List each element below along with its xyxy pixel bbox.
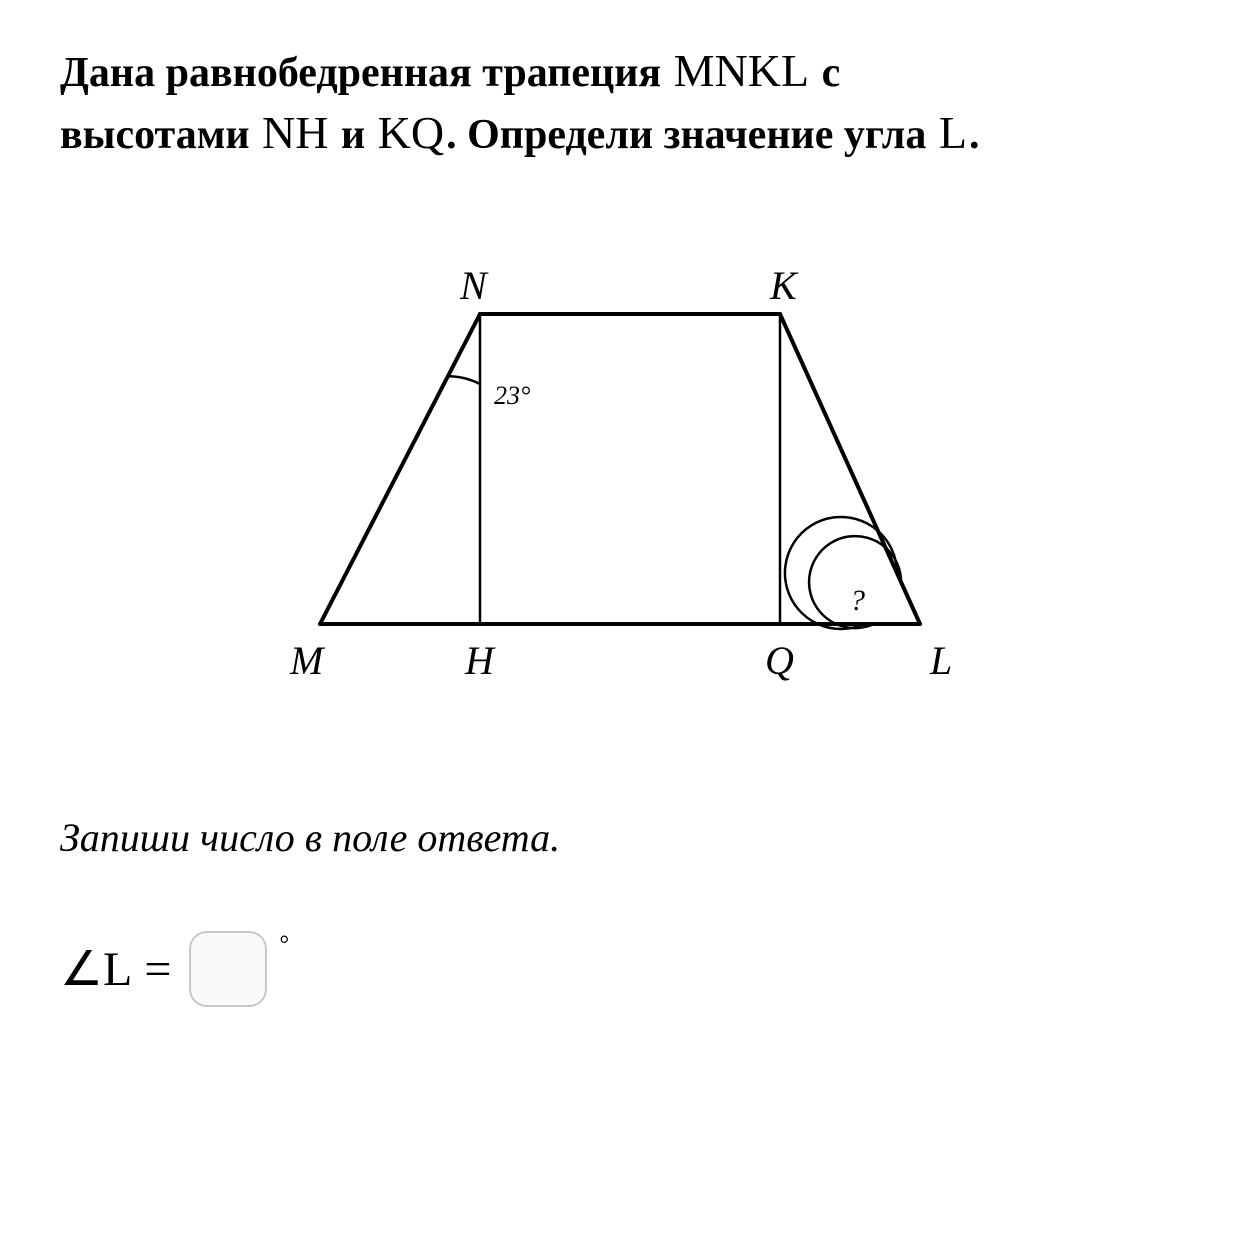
math-trapezoid: MNKL — [674, 45, 809, 96]
answer-equals: = — [144, 942, 171, 997]
math-angle-name: L — [939, 107, 967, 158]
page: Дана равнобедренная трапеция MNKL с высо… — [0, 0, 1239, 1240]
text-fragment: Дана равнобедренная трапеция — [60, 50, 672, 96]
degree-symbol: ° — [279, 932, 289, 959]
text-fragment: с — [811, 50, 840, 96]
svg-text:?: ? — [850, 584, 865, 617]
svg-text:N: N — [459, 263, 489, 308]
answer-row: ∠L = ° — [60, 931, 1179, 1007]
svg-text:Q: Q — [765, 638, 794, 683]
diagram-container: 23°? M H Q L N K — [60, 254, 1179, 694]
svg-text:23°: 23° — [494, 381, 530, 410]
svg-text:M: M — [289, 638, 326, 683]
text-fragment: высотами — [60, 112, 260, 158]
text-fragment: . Определи значение угла — [446, 112, 937, 158]
svg-text:K: K — [769, 263, 799, 308]
svg-text:H: H — [464, 638, 496, 683]
text-fragment: . — [969, 112, 980, 158]
instruction-text: Запиши число в поле ответа. — [60, 814, 1179, 861]
answer-angle-symbol: ∠L — [60, 941, 132, 997]
answer-input[interactable] — [189, 931, 267, 1007]
math-height-1: NH — [262, 107, 328, 158]
svg-text:L: L — [929, 638, 952, 683]
problem-statement: Дана равнобедренная трапеция MNKL с высо… — [60, 40, 1179, 164]
math-height-2: KQ — [378, 107, 444, 158]
text-fragment: и — [330, 112, 375, 158]
trapezoid-diagram: 23°? M H Q L N K — [260, 254, 980, 694]
